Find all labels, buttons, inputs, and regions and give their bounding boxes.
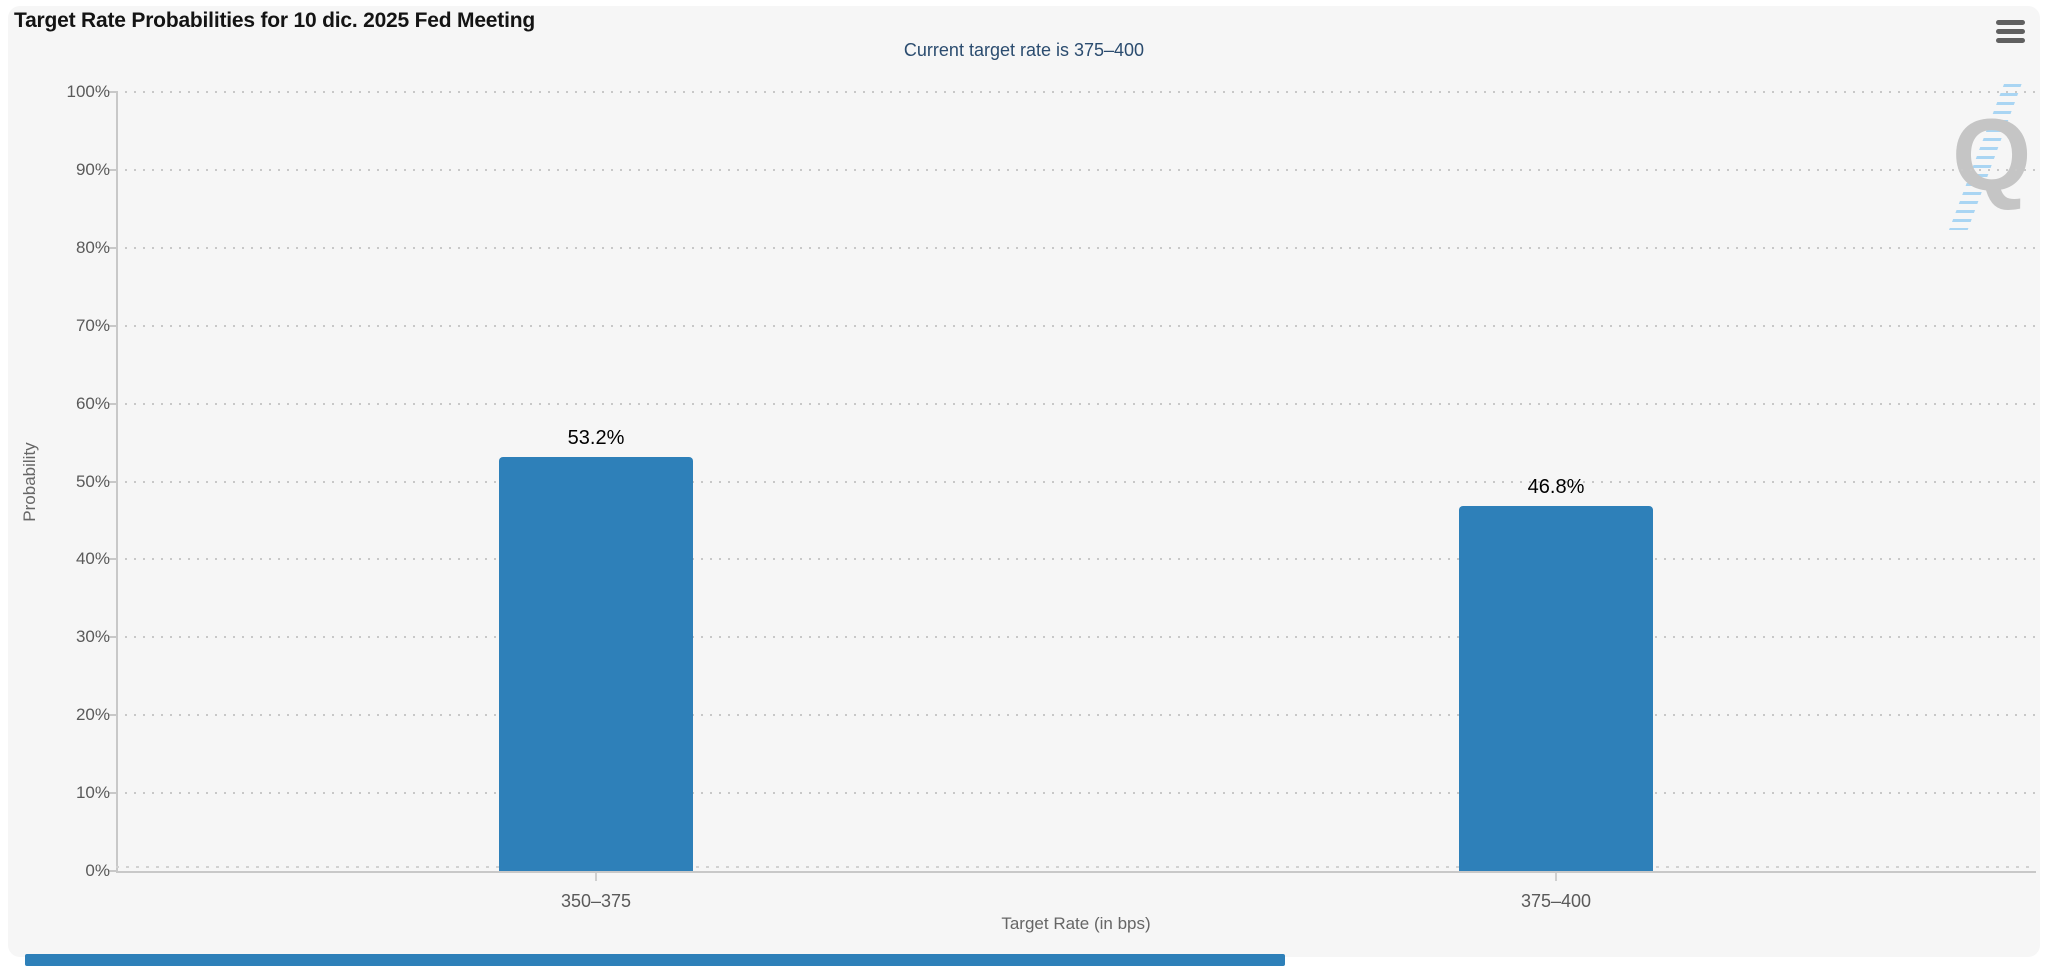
bottom-scrollbar-thumb[interactable] [25,954,1285,966]
x-axis-title: Target Rate (in bps) [1001,914,1151,933]
y-gridline [116,714,2036,717]
y-axis-tick-label: 60% [75,393,110,413]
hamburger-menu-icon [1995,38,2025,43]
y-axis-tick-label: 90% [75,159,110,179]
x-axis-category-label: 350–375 [560,891,632,911]
x-axis-tick [595,873,597,881]
y-gridline [116,91,2036,93]
x-axis-minor-ticks [116,866,2036,868]
y-axis-tick-label: 40% [75,549,110,569]
y-axis-tick-label: 100% [66,82,110,101]
y-axis-tick-label: 0% [85,861,110,880]
chart-subtitle: Current target rate is 375–400 [903,40,1145,60]
y-axis-tick [108,558,116,561]
y-axis-tick [108,792,116,795]
y-axis-tick [108,714,116,717]
y-axis-tick-label: 30% [75,627,110,647]
bar-value-label: 53.2% [567,426,625,449]
hamburger-menu-icon [1995,20,2025,25]
y-gridline [116,246,2036,249]
y-axis-tick-label: 80% [75,237,110,257]
x-axis-line [116,871,2036,873]
chart-bar[interactable] [1459,506,1653,871]
y-gridline [116,792,2036,795]
y-axis-tick-label: 70% [75,315,110,335]
x-axis-category-label: 375–400 [1520,891,1592,911]
export-menu-button[interactable] [1993,18,2027,48]
y-axis-tick [108,246,116,249]
y-axis-tick [108,168,116,171]
y-gridline [116,168,2036,171]
y-gridline [116,636,2036,639]
y-axis-tick [108,402,116,405]
y-gridline [116,558,2036,561]
y-axis-tick-label: 20% [75,705,110,725]
y-axis-tick [108,870,116,872]
hamburger-menu-icon [1995,29,2025,34]
y-axis-tick [108,480,116,483]
y-gridline [116,480,2036,483]
x-axis-tick [1555,873,1557,881]
y-axis-tick-label: 50% [75,471,110,491]
y-axis-tick-label: 10% [75,783,110,803]
chart-bar[interactable] [499,456,693,871]
bar-value-label: 46.8% [1527,476,1585,499]
chart-title: Target Rate Probabilities for 10 dic. 20… [14,9,535,32]
y-axis-tick [108,324,116,327]
quikstrike-watermark-logo: Q [1952,98,2032,212]
y-axis-tick [108,91,116,93]
y-axis-tick [108,636,116,639]
y-gridline [116,402,2036,405]
y-gridline [116,324,2036,327]
